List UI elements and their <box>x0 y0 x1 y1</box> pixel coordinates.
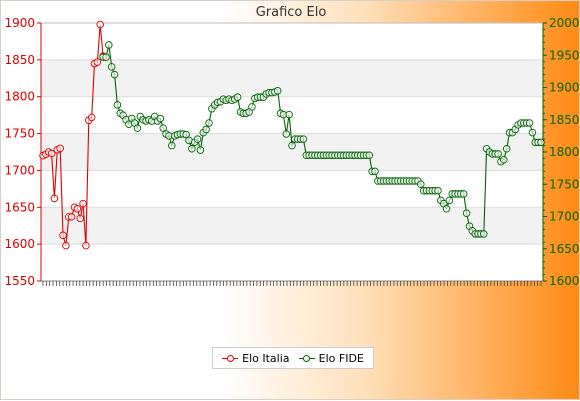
data-point-elo-fide <box>459 190 468 198</box>
data-point-elo-italia <box>96 20 104 29</box>
data-point-elo-italia <box>73 205 82 213</box>
y-tick-label-right: 1800 <box>549 145 580 159</box>
legend-item-elo-italia: Elo Italia <box>222 351 290 365</box>
data-point-elo-fide <box>282 130 291 138</box>
y-tick-label-right: 1600 <box>549 274 580 288</box>
data-point-elo-italia <box>56 144 64 153</box>
data-point-elo-fide <box>462 209 471 218</box>
data-point-elo-italia <box>93 58 102 66</box>
data-point-elo-fide <box>205 119 213 127</box>
y-tick-label-left: 1750 <box>4 127 35 141</box>
data-point-elo-fide <box>445 196 454 205</box>
legend-label-elo-italia: Elo Italia <box>242 351 290 365</box>
data-point-elo-fide <box>434 186 442 195</box>
data-point-elo-fide <box>371 167 379 176</box>
data-point-elo-fide <box>202 125 210 134</box>
data-point-elo-fide <box>133 124 142 132</box>
data-point-elo-italia <box>62 241 70 250</box>
data-point-elo-fide <box>500 155 508 164</box>
data-point-elo-fide <box>107 63 116 71</box>
legend-swatch-elo-fide <box>298 353 315 363</box>
y-tick-label-left: 1550 <box>4 274 35 288</box>
data-point-elo-italia <box>79 199 87 208</box>
y-tick-label-left: 1800 <box>4 90 35 104</box>
y-tick-label-left: 1900 <box>4 16 35 30</box>
data-point-elo-italia <box>59 231 67 240</box>
y-tick-label-left: 1650 <box>4 200 35 214</box>
y-tick-label-left: 1850 <box>4 53 35 67</box>
chart-title: Grafico Elo <box>255 5 327 20</box>
data-point-elo-italia <box>76 214 84 223</box>
data-point-elo-fide <box>288 141 296 150</box>
data-point-elo-fide <box>494 150 502 158</box>
data-point-elo-fide <box>502 145 511 153</box>
data-point-elo-fide <box>233 93 242 101</box>
y-tick-label-right: 1900 <box>549 81 580 95</box>
data-point-elo-fide <box>365 151 374 159</box>
data-point-elo-italia <box>47 149 56 158</box>
data-point-elo-fide <box>193 135 202 143</box>
data-point-elo-fide <box>285 110 293 119</box>
data-point-elo-fide <box>196 146 205 154</box>
y-tick-label-right: 1850 <box>549 113 580 127</box>
series-line-elo-italia <box>42 24 104 246</box>
chart-legend: Elo Italia Elo FIDE <box>212 347 374 369</box>
data-point-elo-italia <box>50 194 59 203</box>
legend-label-elo-fide: Elo FIDE <box>318 351 364 365</box>
data-point-elo-fide <box>480 230 488 238</box>
y-tick-label-right: 1950 <box>549 48 580 62</box>
data-point-elo-italia <box>87 113 96 122</box>
data-point-elo-fide <box>417 180 425 188</box>
legend-swatch-elo-italia <box>222 353 239 363</box>
data-point-elo-fide <box>159 124 167 132</box>
data-point-elo-fide <box>273 86 282 95</box>
data-point-elo-fide <box>168 141 176 150</box>
data-point-elo-fide <box>113 101 122 109</box>
legend-item-elo-fide: Elo FIDE <box>298 351 364 365</box>
data-point-elo-fide <box>182 130 190 139</box>
y-tick-label-right: 1700 <box>549 210 580 224</box>
data-point-elo-fide <box>188 145 196 153</box>
data-point-elo-italia <box>67 213 76 221</box>
data-point-elo-fide <box>525 119 534 127</box>
data-point-elo-fide <box>105 41 113 49</box>
grid-band <box>41 207 543 245</box>
data-point-elo-fide <box>156 114 165 123</box>
grid-band <box>41 59 543 97</box>
y-tick-label-right: 1750 <box>549 177 580 191</box>
data-point-elo-italia <box>82 241 90 250</box>
y-tick-label-left: 1600 <box>4 237 35 251</box>
y-tick-label-right: 1650 <box>549 242 580 256</box>
y-tick-label-right: 2000 <box>549 16 580 30</box>
data-point-elo-fide <box>102 53 110 61</box>
data-point-elo-fide <box>537 138 545 147</box>
y-tick-label-left: 1700 <box>4 163 35 177</box>
data-point-elo-fide <box>442 205 451 213</box>
data-point-elo-fide <box>110 70 119 79</box>
data-point-elo-fide <box>528 128 537 137</box>
data-point-elo-fide <box>299 135 308 143</box>
data-point-elo-fide <box>248 103 256 111</box>
